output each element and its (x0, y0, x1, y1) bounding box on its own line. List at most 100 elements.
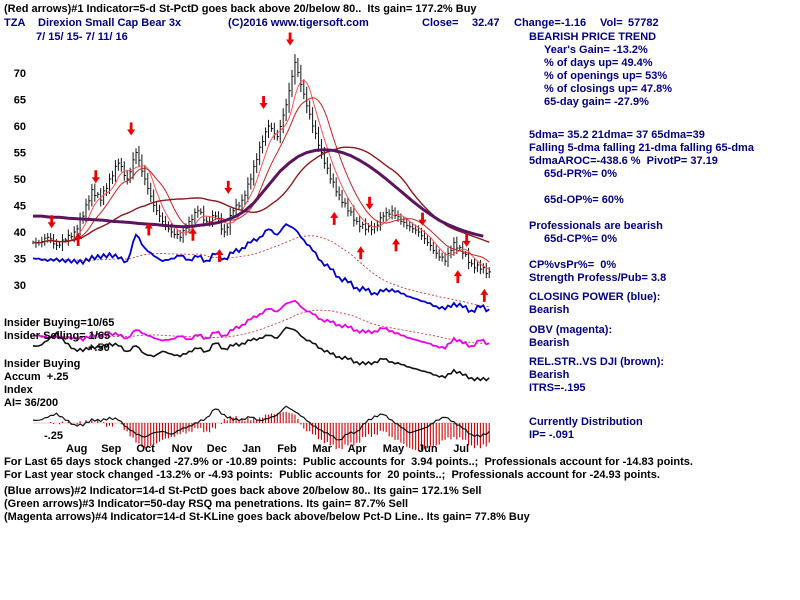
panel-pct-closings-up: % of closings up= 47.8% (544, 83, 673, 95)
panel-closing-power-status: Bearish (529, 304, 570, 316)
signal4-line: (Magenta arrows)#4 Indicator=14-d St-KLi… (4, 511, 530, 523)
insider-selling-count: Insider Selling= 1/65 (4, 330, 111, 342)
quote-line: TZA Direxion Small Cap Bear 3x (C)2016 w… (0, 17, 800, 30)
buy-arrow-up (74, 233, 83, 247)
copyright-text: (C)2016 www.tigersoft.com (228, 17, 369, 29)
panel-cp-65day: 65d-CP%= 0% (544, 232, 618, 245)
x-axis-month: Oct (136, 443, 155, 455)
x-axis-month: Jul (453, 443, 469, 455)
overlay-lines (32, 79, 490, 382)
panel-trend-status: BEARISH PRICE TREND (529, 31, 657, 43)
panel-gain-65day: 65-day gain= -27.9% (544, 96, 649, 108)
sell-arrow-down (224, 180, 233, 194)
ai-value: AI= 36/200 (4, 397, 59, 409)
panel-relstr-header: REL.STR..VS DJI (brown): (529, 356, 665, 368)
buy-arrow-up (392, 238, 401, 252)
y-axis-label: 30 (14, 280, 26, 292)
panel-years-gain: Year's Gain= -13.2% (544, 44, 648, 56)
sell-arrow-down (365, 196, 374, 210)
rel-str-vs-dji-line (33, 148, 484, 238)
sell-arrow-down (462, 233, 471, 247)
x-axis-month: Jan (242, 443, 261, 455)
y-axis-label: 70 (14, 68, 26, 80)
buy-arrow-up (453, 270, 462, 284)
sell-arrow-down (286, 32, 295, 46)
y-axis-label: 65 (14, 95, 26, 107)
ticker-symbol: TZA (4, 17, 26, 29)
accum-label: Accum +.25 (4, 371, 69, 383)
panel-cp-vs-pr: CP%vsPr%= 0% (529, 258, 617, 271)
x-axis-month: Apr (348, 443, 368, 455)
volume-label: Vol= (600, 17, 623, 29)
sell-arrow-down (259, 96, 268, 110)
axis-labels: 30 35 40 45 50 55 60 65 70 Aug Sep Oct Nov Dec Jan Feb M… (14, 68, 469, 455)
volume-value: 57782 (628, 17, 659, 29)
panel-obv-header: OBV (magenta): (529, 323, 613, 336)
close-value: 32.47 (472, 17, 500, 29)
sell-arrow-down (418, 212, 427, 226)
obv-ma-dotted (32, 309, 490, 344)
closing-power-line (32, 222, 490, 314)
sell-arrow-down (127, 122, 136, 136)
obv-line (32, 299, 490, 350)
sell-arrow-down (47, 215, 56, 229)
x-axis-month: Jun (418, 443, 438, 455)
x-axis-month: May (383, 443, 405, 455)
signal3-line: (Green arrows)#3 Indicator=50-day RSQ ma… (4, 498, 409, 510)
ma-21day (32, 97, 490, 263)
buy-arrow-up (215, 248, 224, 262)
distribution-histogram (32, 405, 490, 451)
ma-5day (32, 79, 490, 270)
panel-aroc-pivot: 5dmaAROC=-438.6 % PivotP= 37.19 (529, 154, 718, 167)
security-name: Direxion Small Cap Bear 3x (38, 17, 182, 29)
insider-buying-label: Insider Buying (4, 358, 81, 370)
footer-line-year: For Last year stock changed -13.2% or -4… (4, 469, 660, 481)
panel-dma-direction: Falling 5-dma falling 21-dma falling 65-… (529, 141, 754, 154)
ma-65day (32, 146, 490, 244)
change-value: -1.16 (561, 17, 587, 29)
accum-upper-level: +.50 (88, 342, 110, 354)
y-axis-label: 40 (14, 227, 26, 239)
panel-closing-power-header: CLOSING POWER (blue): (529, 291, 661, 303)
panel-itrs-value: ITRS=-.195 (529, 382, 586, 394)
change-label: Change= (514, 17, 561, 29)
panel-strength-ratio: Strength Profess/Pub= 3.8 (529, 271, 667, 284)
panel-dma-values: 5dma= 35.2 21dma= 37 65dma=39 (529, 128, 705, 141)
panel-relstr-status: Bearish (529, 369, 570, 381)
panel-obv-status: Bearish (529, 336, 570, 349)
panel-distribution-status: Currently Distribution (529, 415, 643, 428)
footer-line-65day: For Last 65 days stock changed -27.9% or… (4, 456, 693, 468)
histogram-line (32, 405, 490, 441)
date-range: 7/ 15/ 15- 7/ 11/ 16 (36, 31, 128, 43)
signal-arrows (47, 32, 489, 302)
buy-arrow-up (188, 227, 197, 241)
buy-arrow-up (356, 246, 365, 260)
signal2-line: (Blue arrows)#2 Indicator=14-d St-PctD g… (4, 485, 482, 497)
close-label: Close= (422, 17, 459, 29)
accum-lower-level: -.25 (44, 430, 63, 442)
y-axis-label: 50 (14, 174, 26, 186)
panel-ip-value: IP= -.091 (529, 428, 574, 441)
panel-pct-openings-up: % of openings up= 53% (544, 70, 668, 82)
buy-arrow-up (330, 211, 339, 225)
price-chart-svg[interactable]: 30 35 40 45 50 55 60 65 70 Aug Sep Oct Nov Dec Jan Feb M… (0, 0, 520, 460)
y-axis-label: 35 (14, 254, 26, 266)
y-axis-label: 55 (14, 148, 26, 160)
y-axis-label: 45 (14, 201, 26, 213)
signal1-line: (Red arrows)#1 Indicator=5-d St-PctD goe… (4, 3, 477, 15)
sell-arrow-down (91, 170, 100, 184)
buy-arrow-up (144, 222, 153, 236)
panel-pct-days-up: % of days up= 49.4% (544, 57, 653, 69)
index-label: Index (4, 384, 33, 396)
x-axis-month: Sep (101, 443, 121, 455)
cp-ma-dotted (32, 235, 490, 307)
x-axis-month: Nov (172, 443, 194, 455)
x-axis-month: Aug (66, 443, 87, 455)
panel-pr-65day: 65d-PR%= 0% (544, 167, 618, 180)
panel-professionals-status: Professionals are bearish (529, 219, 663, 232)
x-axis-month: Feb (277, 443, 297, 455)
insider-buying-count: Insider Buying=10/65 (4, 317, 115, 329)
accum-index-line (32, 326, 490, 382)
x-axis-month: Mar (312, 443, 332, 455)
